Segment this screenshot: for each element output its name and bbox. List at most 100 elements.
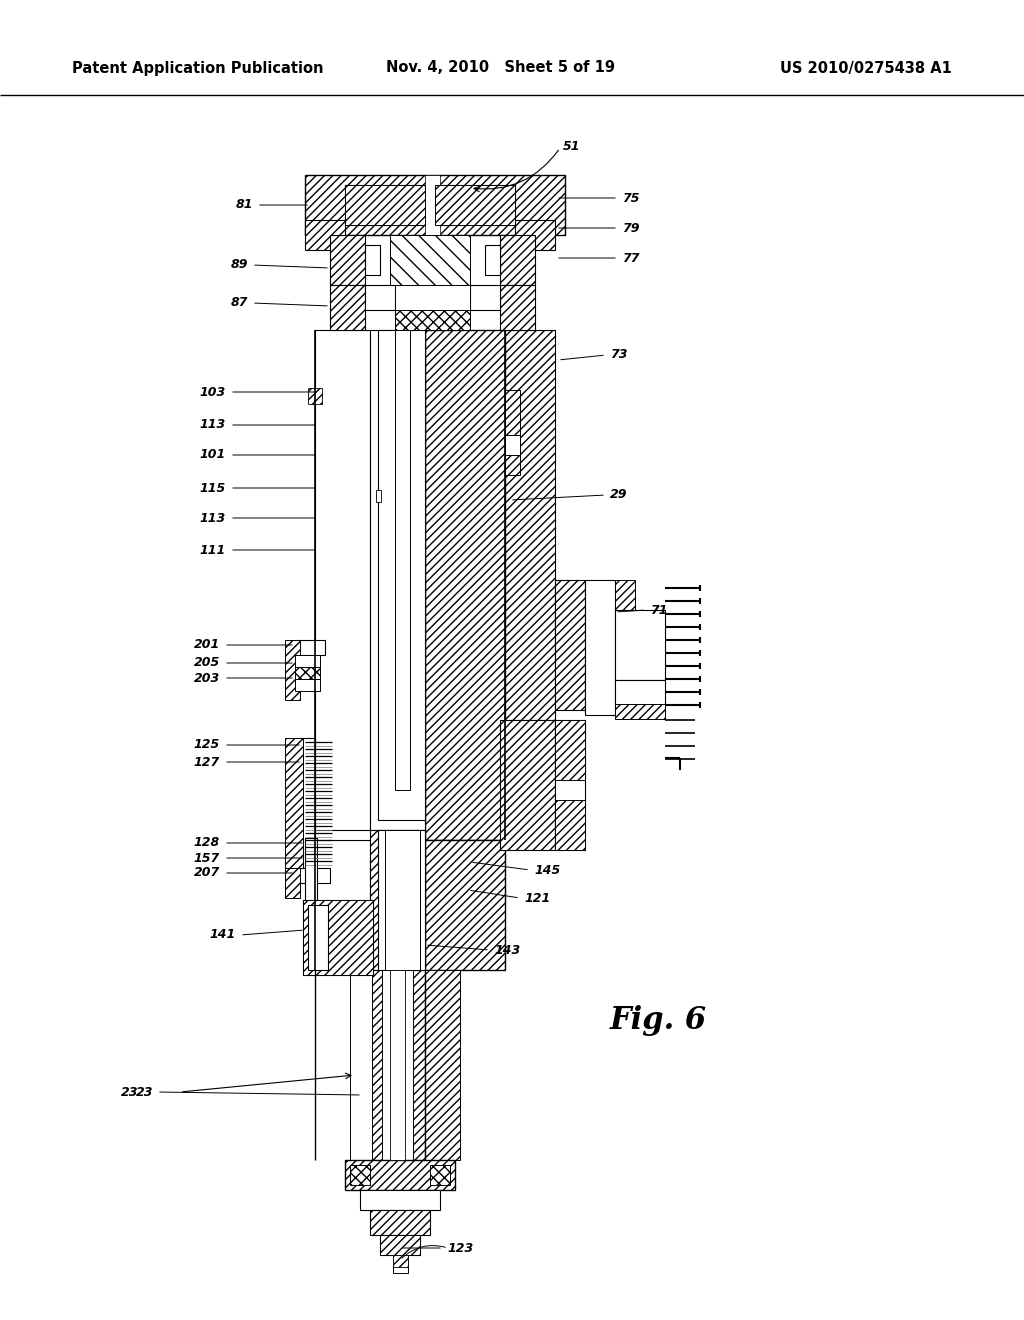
Bar <box>555 800 585 850</box>
Bar <box>555 579 585 710</box>
Bar <box>425 330 505 840</box>
Bar <box>585 579 615 715</box>
Text: 71: 71 <box>650 603 668 616</box>
Bar <box>345 1160 455 1191</box>
Bar <box>285 640 300 700</box>
Bar <box>365 246 380 275</box>
Text: 101: 101 <box>200 449 226 462</box>
Text: 87: 87 <box>230 297 248 309</box>
Bar <box>435 185 515 224</box>
Bar <box>395 330 410 789</box>
Bar <box>500 330 555 719</box>
Text: 73: 73 <box>610 348 628 362</box>
Text: 51: 51 <box>563 140 581 153</box>
Bar <box>370 1210 430 1236</box>
Bar <box>295 640 325 655</box>
Text: 75: 75 <box>622 191 640 205</box>
Bar <box>303 900 373 975</box>
Bar <box>390 235 470 285</box>
Bar <box>308 906 328 970</box>
Text: US 2010/0275438 A1: US 2010/0275438 A1 <box>780 61 952 75</box>
Text: 125: 125 <box>194 738 220 751</box>
Text: 81: 81 <box>236 198 253 211</box>
Text: 111: 111 <box>200 544 226 557</box>
Text: 201: 201 <box>194 639 220 652</box>
Text: 203: 203 <box>194 672 220 685</box>
Text: 143: 143 <box>494 944 520 957</box>
Bar <box>378 330 425 820</box>
Bar <box>305 176 565 235</box>
Bar <box>308 388 322 404</box>
Bar <box>295 667 319 678</box>
Bar <box>310 389 319 403</box>
Bar <box>370 330 425 830</box>
Bar <box>615 680 635 710</box>
Bar <box>390 235 470 285</box>
Bar <box>315 330 370 830</box>
Bar <box>360 1191 440 1210</box>
Bar <box>555 719 585 850</box>
Bar <box>295 678 319 690</box>
Bar <box>285 869 300 898</box>
Bar <box>380 1236 420 1255</box>
Bar <box>500 235 535 285</box>
Bar <box>380 1236 420 1255</box>
Bar <box>615 704 665 719</box>
Bar <box>300 738 315 869</box>
Text: 145: 145 <box>534 863 560 876</box>
Text: 23: 23 <box>135 1085 153 1098</box>
Bar <box>350 970 372 1160</box>
Text: 141: 141 <box>210 928 236 941</box>
Bar <box>395 285 470 310</box>
Bar <box>330 235 365 285</box>
Bar <box>393 1255 408 1272</box>
Bar <box>295 869 330 883</box>
Bar <box>430 1166 450 1185</box>
Bar <box>370 830 425 970</box>
Bar <box>382 970 413 1160</box>
Bar <box>515 220 555 249</box>
Bar <box>395 310 470 330</box>
Text: 89: 89 <box>230 259 248 272</box>
Text: 79: 79 <box>622 222 640 235</box>
Bar <box>376 490 381 502</box>
Text: 29: 29 <box>610 488 628 502</box>
Bar <box>393 1255 408 1267</box>
Bar <box>303 900 373 975</box>
Bar <box>500 285 535 330</box>
Bar <box>435 185 515 224</box>
Bar <box>285 738 303 869</box>
Text: 205: 205 <box>194 656 220 669</box>
Bar <box>485 246 500 275</box>
Text: 207: 207 <box>194 866 220 879</box>
Text: Fig. 6: Fig. 6 <box>610 1005 708 1035</box>
Text: Patent Application Publication: Patent Application Publication <box>72 61 324 75</box>
Text: 23: 23 <box>121 1086 138 1100</box>
Bar <box>390 970 406 1160</box>
Bar <box>505 389 520 436</box>
Text: 128: 128 <box>194 837 220 850</box>
Text: 113: 113 <box>200 418 226 432</box>
Bar <box>345 185 425 224</box>
Text: 121: 121 <box>524 891 550 904</box>
Text: 123: 123 <box>447 1242 473 1254</box>
Bar <box>425 970 460 1160</box>
Bar <box>378 830 425 970</box>
Text: 113: 113 <box>200 511 226 524</box>
Bar <box>330 285 365 330</box>
Text: 115: 115 <box>200 482 226 495</box>
Bar <box>305 220 345 249</box>
Bar <box>370 970 425 1160</box>
Bar <box>425 176 440 235</box>
Bar <box>505 436 520 455</box>
Bar <box>615 579 635 610</box>
Bar <box>315 840 370 970</box>
Text: 127: 127 <box>194 755 220 768</box>
Bar <box>615 680 665 705</box>
Text: 103: 103 <box>200 385 226 399</box>
Text: 157: 157 <box>194 851 220 865</box>
Bar <box>350 1166 370 1185</box>
Bar <box>470 285 500 310</box>
Bar <box>305 838 317 917</box>
Bar <box>425 840 505 970</box>
